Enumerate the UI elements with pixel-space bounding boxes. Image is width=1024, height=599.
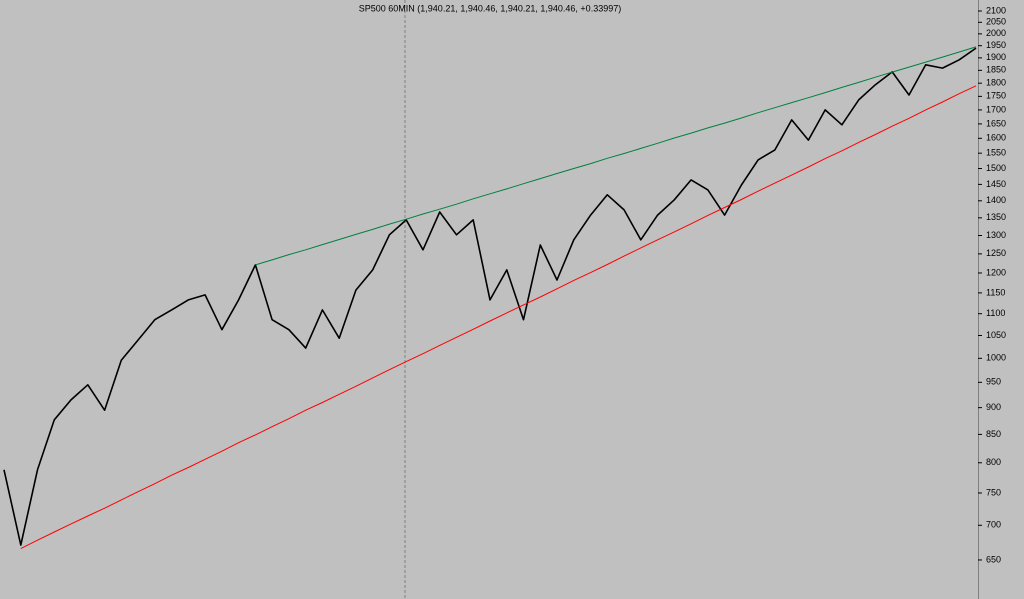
y-tick-label: 1450 — [986, 179, 1006, 189]
chart-title: SP500 60MIN (1,940.21, 1,940.46, 1,940.2… — [359, 3, 621, 13]
y-tick-label: 1900 — [986, 52, 1006, 62]
y-tick-label: 1800 — [986, 78, 1006, 88]
y-tick-label: 950 — [986, 377, 1001, 387]
y-tick-label: 1750 — [986, 91, 1006, 101]
y-tick-label: 1600 — [986, 133, 1006, 143]
y-tick-label: 650 — [986, 554, 1001, 564]
y-tick-label: 1500 — [986, 163, 1006, 173]
series-line — [255, 46, 977, 266]
y-tick-label: 2050 — [986, 17, 1006, 27]
y-tick-label: 2000 — [986, 28, 1006, 38]
y-tick-label: 1250 — [986, 248, 1006, 258]
y-tick-label: 1150 — [986, 287, 1005, 297]
y-tick-label: 1400 — [986, 195, 1006, 205]
y-tick-label: 1650 — [986, 118, 1006, 128]
series-line — [20, 85, 977, 550]
y-tick-label: 1700 — [986, 104, 1006, 114]
y-tick-label: 750 — [986, 487, 1001, 497]
y-tick-label: 1350 — [986, 212, 1006, 222]
y-tick-label: 1950 — [986, 40, 1006, 50]
y-tick-label: 1300 — [986, 230, 1006, 240]
y-tick-label: 700 — [986, 520, 1001, 530]
y-tick-label: 1100 — [986, 308, 1005, 318]
y-tick-label: 1000 — [986, 353, 1006, 363]
y-tick-label: 1850 — [986, 65, 1006, 75]
y-tick-label: 850 — [986, 429, 1001, 439]
y-tick-label: 1050 — [986, 330, 1006, 340]
y-tick-label: 800 — [986, 457, 1001, 467]
series-line — [3, 47, 977, 546]
y-tick-label: 900 — [986, 402, 1001, 412]
y-tick-label: 1550 — [986, 148, 1006, 158]
y-tick-label: 1200 — [986, 267, 1006, 277]
y-tick-label: 2100 — [986, 5, 1006, 15]
